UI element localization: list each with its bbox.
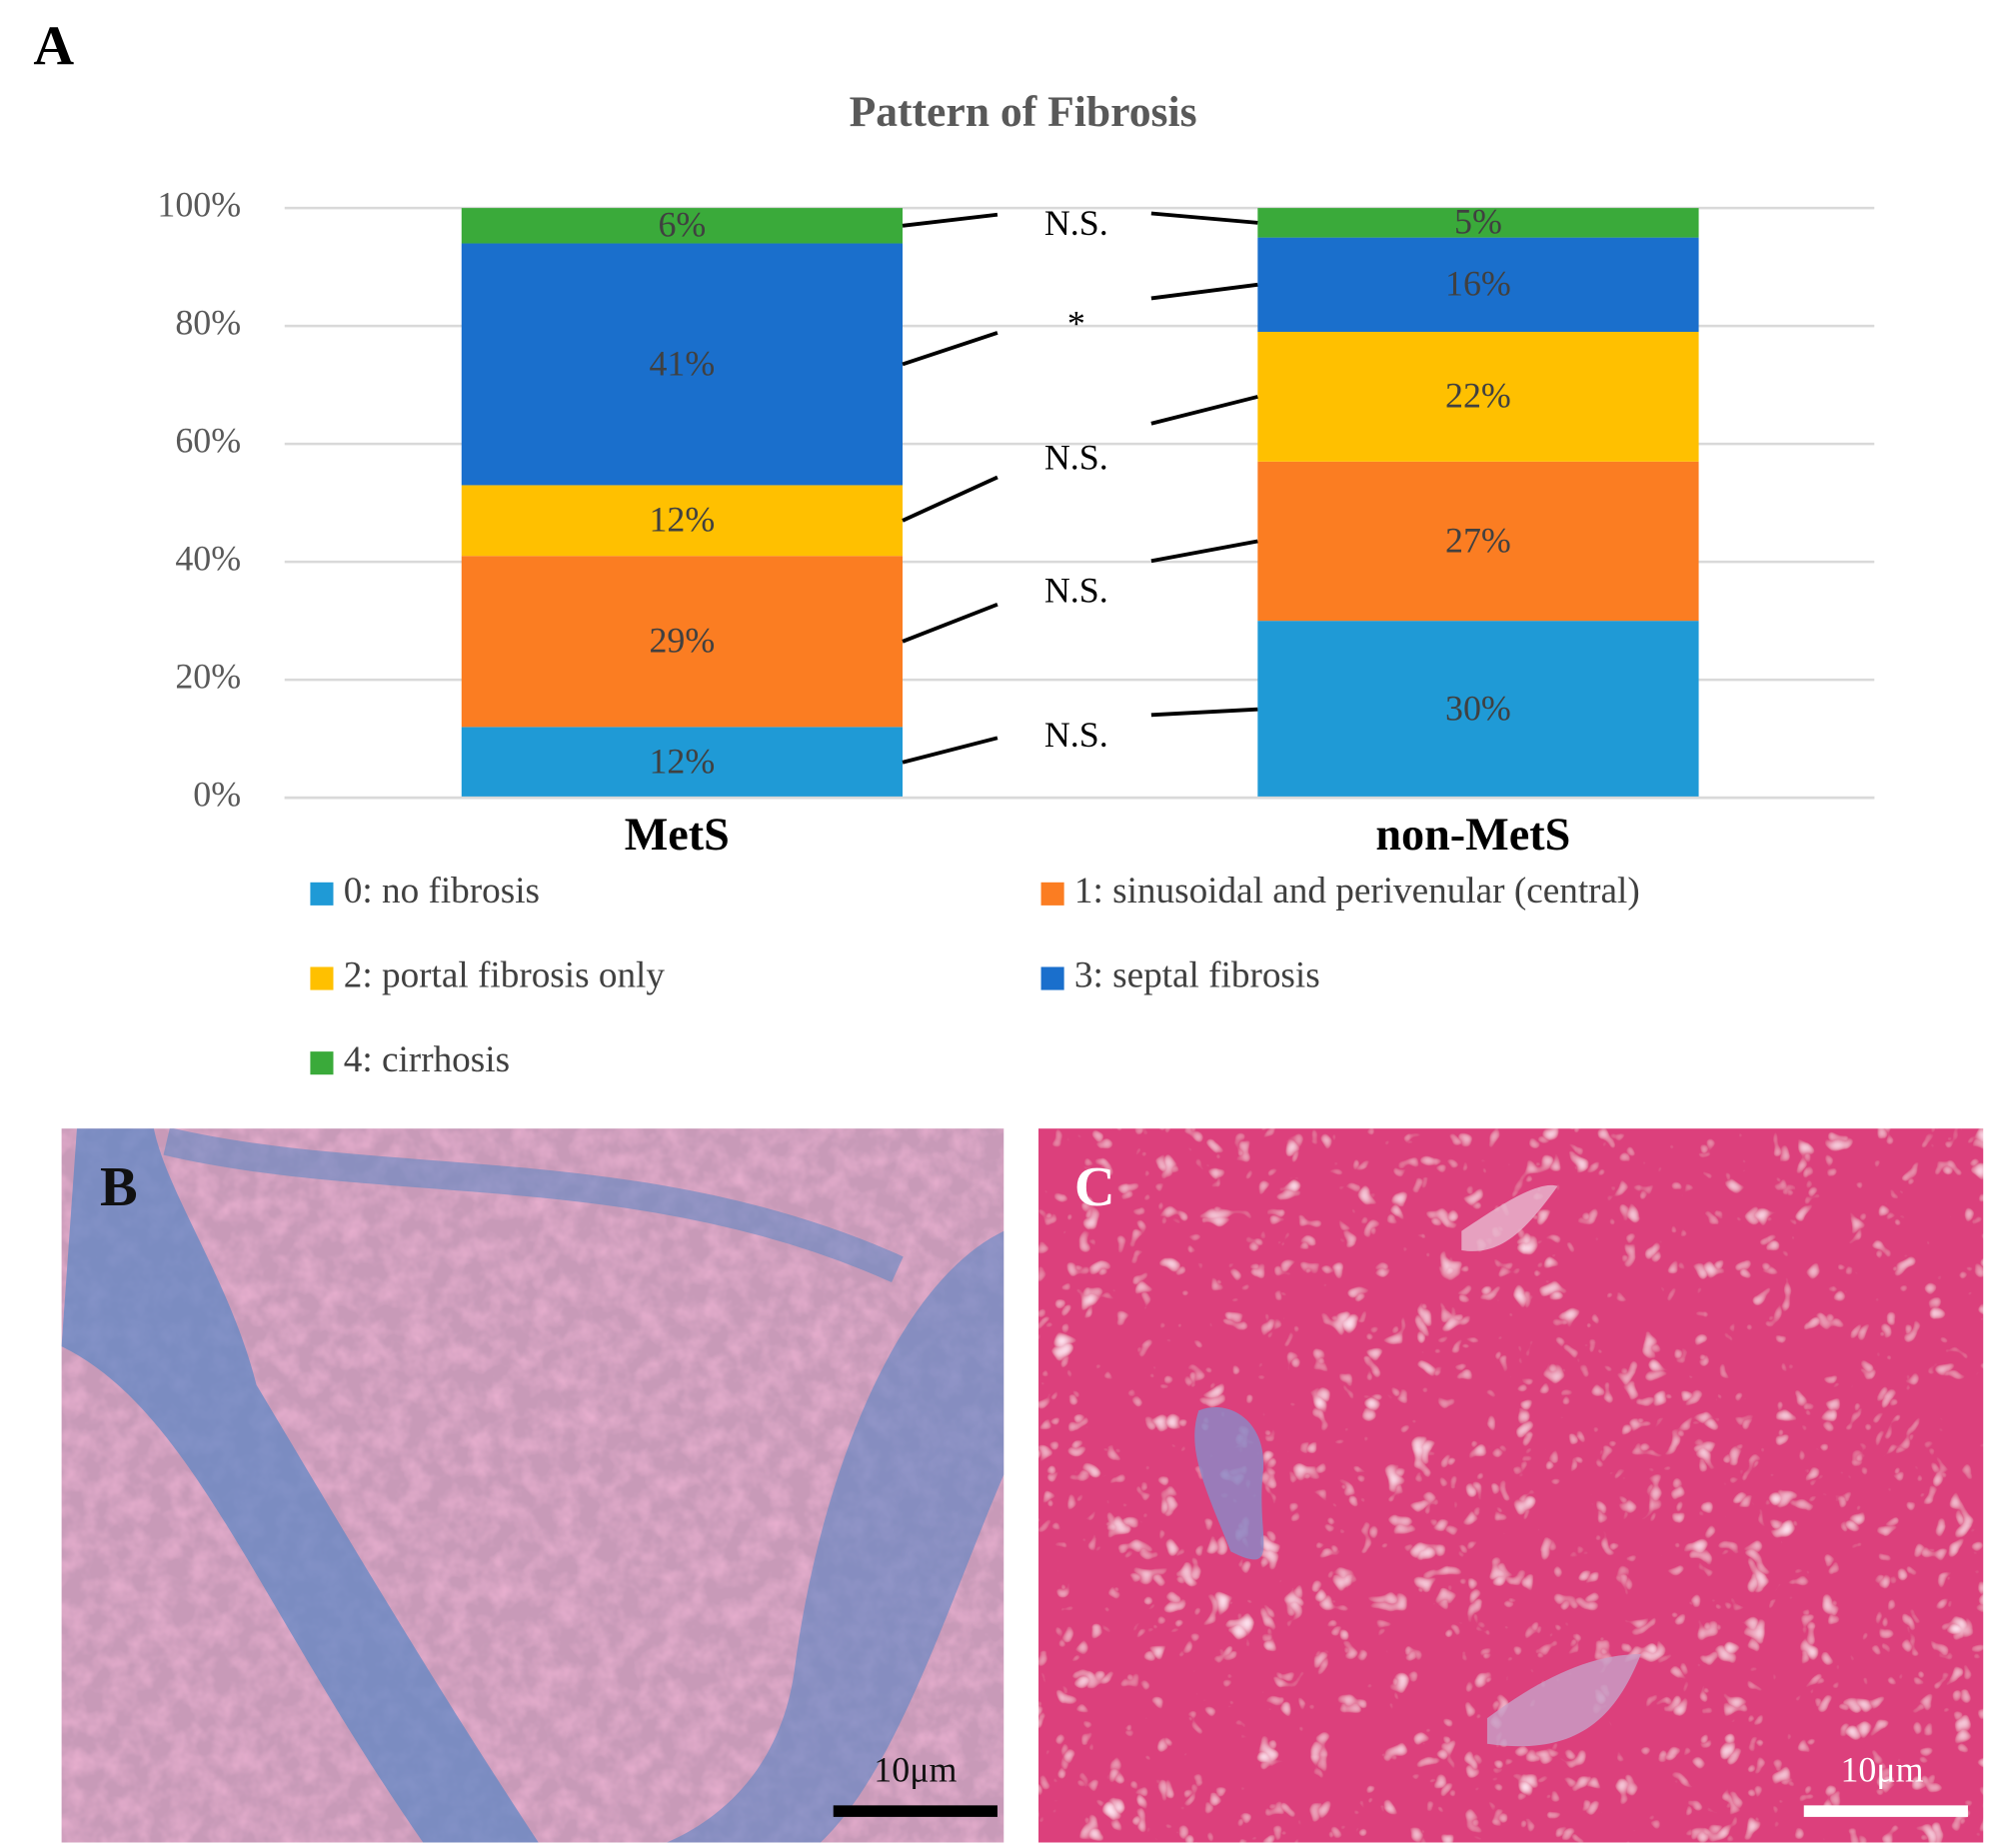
connector <box>902 736 999 765</box>
data-label: 12% <box>649 500 715 540</box>
vein <box>1461 1184 1558 1251</box>
connector <box>1150 395 1258 426</box>
scale-bar <box>833 1805 998 1817</box>
y-tick-label: 100% <box>157 184 241 224</box>
data-label: 27% <box>1445 520 1511 560</box>
legend-label: 2: portal fibrosis only <box>344 955 666 996</box>
bar-segment <box>461 485 904 557</box>
bar-segment <box>1257 621 1699 799</box>
connector <box>1150 707 1258 718</box>
x-tick-label: non-MetS <box>1375 809 1570 860</box>
panel-label: A <box>33 16 74 78</box>
scale-bar <box>1803 1805 1968 1817</box>
bar-segment <box>1257 237 1699 333</box>
portal-tract <box>1486 1653 1641 1747</box>
connector <box>902 331 999 367</box>
significance-label: N.S. <box>1044 438 1108 478</box>
panel-label: C <box>1074 1156 1115 1218</box>
x-tick-label: MetS <box>625 809 730 860</box>
connector <box>902 602 999 644</box>
data-label: 12% <box>649 742 715 782</box>
data-label: 6% <box>658 205 706 245</box>
legend-swatch <box>310 966 334 990</box>
legend-label: 3: septal fibrosis <box>1074 955 1320 996</box>
significance-label: * <box>1067 303 1085 343</box>
bar-segment <box>461 208 904 244</box>
data-label: 30% <box>1445 688 1511 728</box>
significance-label: N.S. <box>1044 203 1108 243</box>
connector <box>902 475 999 523</box>
data-label: 41% <box>649 343 715 383</box>
panel-label: B <box>100 1156 138 1218</box>
data-label: 16% <box>1445 264 1511 304</box>
bar-segment <box>1257 208 1699 238</box>
significance-label: N.S. <box>1044 570 1108 610</box>
significance-label: N.S. <box>1044 715 1108 755</box>
bar-segment <box>1257 461 1699 622</box>
legend-swatch <box>1040 882 1064 906</box>
fibrosis-band <box>163 1128 904 1283</box>
y-tick-label: 20% <box>175 656 241 696</box>
bar-segment <box>461 556 904 728</box>
data-label: 29% <box>649 621 715 661</box>
legend-label: 1: sinusoidal and perivenular (central) <box>1074 871 1640 912</box>
legend-swatch <box>310 1051 334 1075</box>
connector <box>902 212 999 228</box>
y-tick-label: 0% <box>193 774 241 814</box>
connector <box>1150 282 1258 301</box>
data-label: 22% <box>1445 376 1511 416</box>
portal-tract <box>1194 1407 1264 1560</box>
legend-swatch <box>1040 966 1064 990</box>
fibrosis-band <box>61 1128 539 1843</box>
y-tick-label: 80% <box>175 302 241 342</box>
legend-label: 4: cirrhosis <box>344 1039 510 1080</box>
bar-segment <box>461 727 904 799</box>
connector <box>1150 539 1258 564</box>
y-tick-label: 60% <box>175 420 241 460</box>
legend-label: 0: no fibrosis <box>344 871 540 912</box>
bar-segment <box>1257 332 1699 462</box>
data-label: 5% <box>1454 202 1502 242</box>
chart-title: Pattern of Fibrosis <box>850 88 1197 136</box>
micrograph-c <box>1037 1128 1984 1843</box>
micrograph-b <box>61 1128 1004 1843</box>
bar-segment <box>461 243 904 486</box>
legend-swatch <box>310 882 334 906</box>
fibrosis-band <box>667 1230 1004 1843</box>
scale-bar-label: 10μm <box>874 1750 957 1790</box>
connector <box>1150 211 1258 225</box>
scale-bar-label: 10μm <box>1840 1750 1923 1790</box>
y-tick-label: 40% <box>175 538 241 578</box>
